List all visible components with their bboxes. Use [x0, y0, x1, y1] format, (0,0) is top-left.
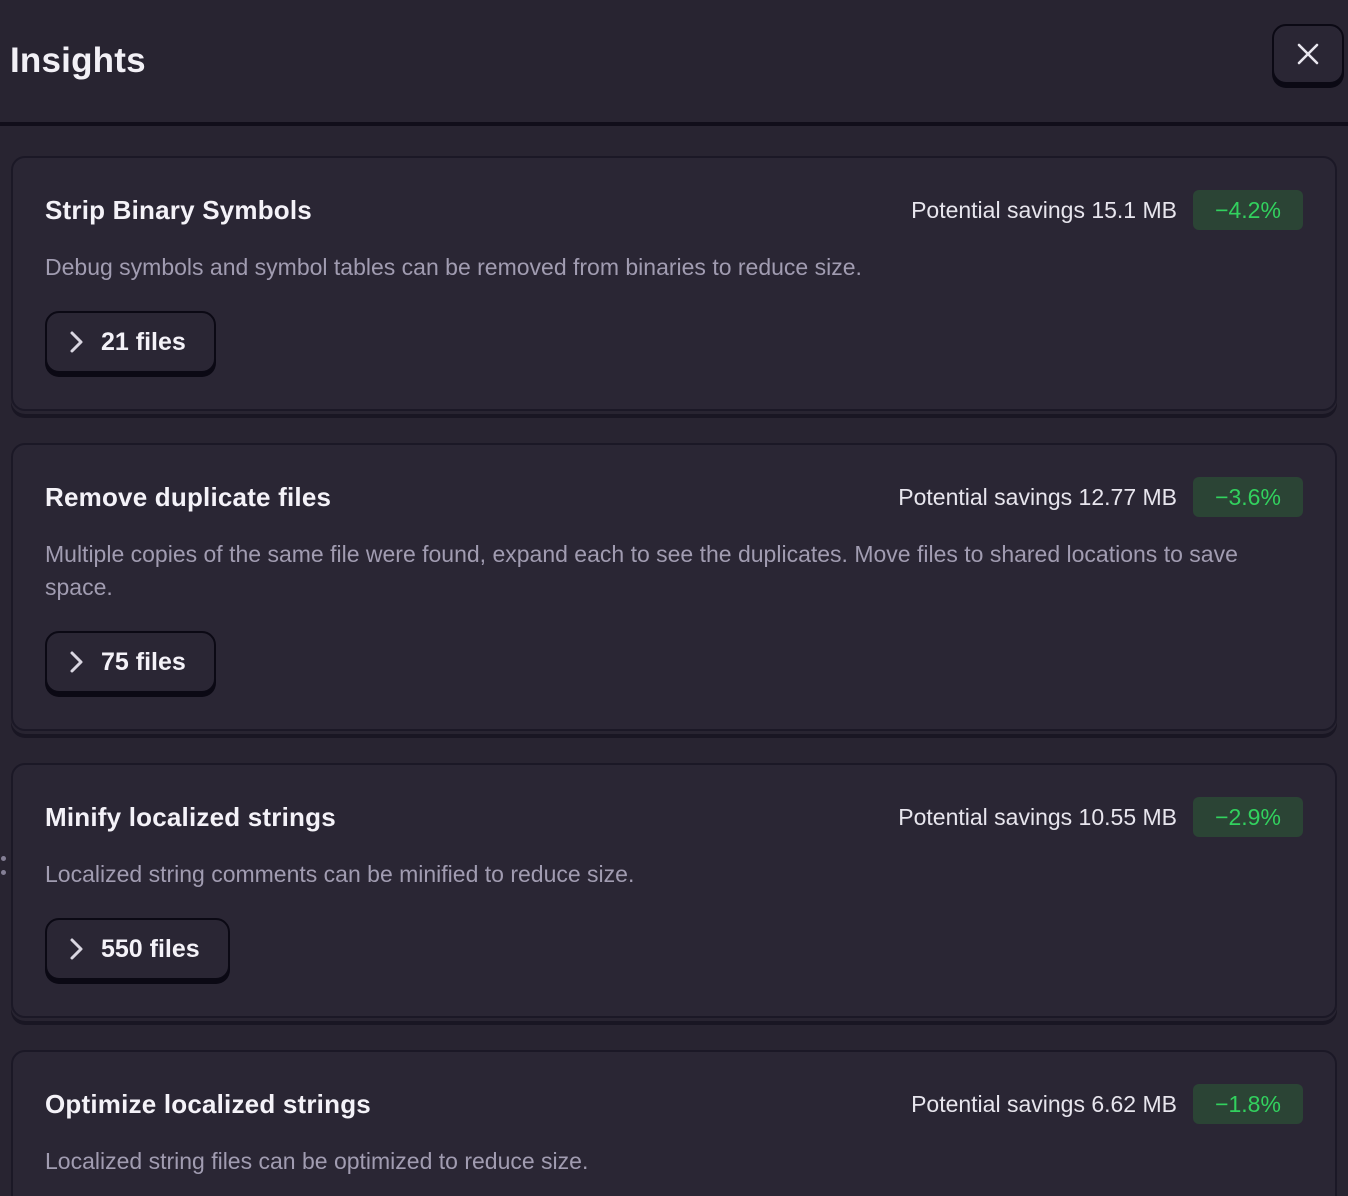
card-header-row: Minify localized strings Potential savin…: [45, 797, 1303, 837]
files-button-label: 21 files: [101, 327, 186, 356]
insight-title: Strip Binary Symbols: [45, 194, 312, 225]
chevron-right-icon: [69, 649, 84, 675]
savings-group: Potential savings 10.55 MB −2.9%: [898, 797, 1303, 837]
savings-label: Potential savings 15.1 MB: [911, 196, 1177, 223]
files-button[interactable]: 75 files: [45, 631, 216, 693]
savings-group: Potential savings 15.1 MB −4.2%: [911, 190, 1303, 230]
card-header-row: Optimize localized strings Potential sav…: [45, 1084, 1303, 1124]
insight-card-optimize-localized-strings: Optimize localized strings Potential sav…: [11, 1050, 1337, 1196]
close-icon: [1295, 41, 1321, 67]
files-button[interactable]: 550 files: [45, 918, 230, 980]
close-button[interactable]: [1272, 24, 1344, 84]
savings-badge: −1.8%: [1193, 1084, 1303, 1124]
chevron-right-icon: [69, 329, 84, 355]
chevron-right-icon: [69, 936, 84, 962]
card-header-row: Strip Binary Symbols Potential savings 1…: [45, 190, 1303, 230]
insight-description: Debug symbols and symbol tables can be r…: [45, 254, 862, 280]
insight-title: Optimize localized strings: [45, 1088, 371, 1119]
panel-header: Insights: [0, 0, 1348, 122]
savings-group: Potential savings 12.77 MB −3.6%: [898, 477, 1303, 517]
drag-dot: [1, 870, 6, 875]
files-button-label: 75 files: [101, 647, 186, 676]
savings-group: Potential savings 6.62 MB −1.8%: [911, 1084, 1303, 1124]
savings-label: Potential savings 6.62 MB: [911, 1090, 1177, 1117]
savings-badge: −3.6%: [1193, 477, 1303, 517]
card-header-row: Remove duplicate files Potential savings…: [45, 477, 1303, 517]
panel-title: Insights: [10, 41, 146, 80]
header-divider: [0, 122, 1348, 126]
savings-label: Potential savings 12.77 MB: [898, 483, 1177, 510]
insight-description: Localized string files can be optimized …: [45, 1148, 589, 1174]
savings-badge: −2.9%: [1193, 797, 1303, 837]
insight-description: Multiple copies of the same file were fo…: [45, 541, 1238, 600]
files-button[interactable]: 21 files: [45, 311, 216, 373]
savings-badge: −4.2%: [1193, 190, 1303, 230]
insight-description: Localized string comments can be minifie…: [45, 861, 635, 887]
insight-card-remove-duplicate-files: Remove duplicate files Potential savings…: [11, 443, 1337, 731]
savings-label: Potential savings 10.55 MB: [898, 803, 1177, 830]
insights-list: Strip Binary Symbols Potential savings 1…: [0, 126, 1348, 1196]
insight-title: Remove duplicate files: [45, 481, 332, 512]
files-button-label: 550 files: [101, 934, 200, 963]
drag-handle-dots[interactable]: [1, 856, 7, 875]
drag-dot: [1, 856, 6, 861]
insight-card-strip-binary-symbols: Strip Binary Symbols Potential savings 1…: [11, 156, 1337, 411]
insight-title: Minify localized strings: [45, 801, 336, 832]
insight-card-minify-localized-strings: Minify localized strings Potential savin…: [11, 763, 1337, 1018]
